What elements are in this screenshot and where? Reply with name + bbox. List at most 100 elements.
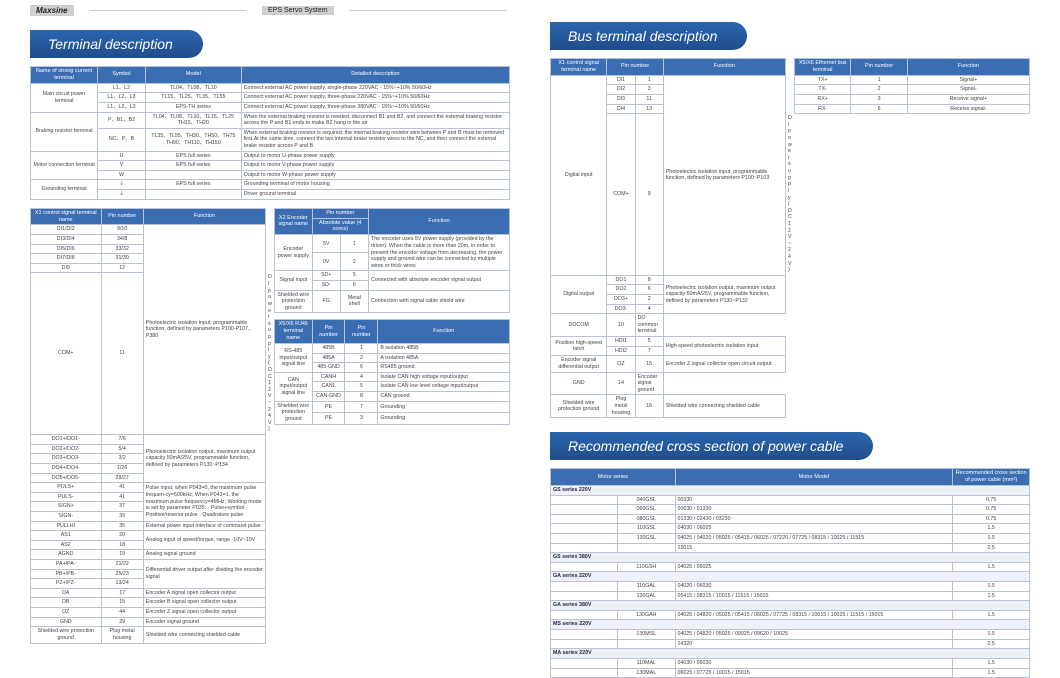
th: Function [907,59,1029,76]
cell: PZ+/PZ- [31,579,102,589]
th: Pin number [607,59,663,76]
cell [551,658,618,668]
cell: 41 [101,483,143,493]
cell: 04030 / 06025 [675,524,953,534]
cell: SIGN+ [31,502,102,512]
product-label: EPS Servo System [262,6,334,15]
cell: 25/23 [101,569,143,579]
cell: 1 [851,75,907,85]
cell: 00330 [675,495,953,505]
th: Recommended cross section of power cable… [953,469,1030,486]
cell: 040GSL [618,495,675,505]
cell: NC、P、B [98,128,146,151]
cell: DI2 [607,85,635,95]
cell: 33/32 [101,244,143,254]
cell: TL15、TL25、TL35、TL55 [145,93,241,103]
page-right: Bus terminal description X1 control sign… [530,0,1060,678]
cell: 04025 / 04820 / 05025 / 09025 / 09620 / … [675,630,953,640]
cell: Shielded wire connecting shielded cable [143,627,265,643]
cell: 1 [340,235,368,253]
cell: Output to motor W-phase power supply [241,170,509,180]
cell: GA series 380V [551,601,1030,611]
cell: Output to motor V-phase power supply [241,161,509,171]
cell: 1.5 [953,524,1030,534]
cell: Braking resistor terminal [31,112,98,151]
cell: SD+ [312,271,340,281]
cell: Position high-speed latch [551,337,607,356]
cell: 10 [607,314,635,337]
cell: 0.75 [953,514,1030,524]
cell [551,514,618,524]
th: Pin number [312,208,368,218]
cell: 3 [345,413,378,424]
cell: MS series 220V [551,620,1030,630]
cell: 130MAL [618,668,675,678]
th: X5/X6 Ethernet bus terminal [795,59,851,76]
cell: 8 [345,392,378,402]
cell: 110GAL [618,582,675,592]
cell: Encoder Z signal open collector output [143,608,265,618]
cell [551,505,618,515]
cell [551,524,618,534]
cell: 5 [345,382,378,392]
topbar: Maxsine EPS Servo System [30,0,510,20]
cell: 11 [101,273,143,435]
cell: 17 [101,588,143,598]
bus1-table: X1 control signal terminal name Pin numb… [550,58,786,418]
cell: 130GAL [618,591,675,601]
cell: RX+ [795,94,851,104]
cell: 1.5 [953,610,1030,620]
cell: TL04、TL08、TL10、TL15、TL25 TH15、TH20 [145,112,241,128]
cell: 05415 / 08315 / 10015 / 11515 / 15015 [675,591,953,601]
cell: GS series 220V [551,485,1030,495]
cell: 13 [635,104,663,114]
cross-table: Motor series Motor Model Recommended cro… [550,468,1030,678]
cell: PE [312,413,345,424]
cell: L1、L2、L3 [98,102,146,112]
cell: DI1/DI2 [31,225,102,235]
cell: Analog signal ground [143,550,265,560]
cell: 21/22 [101,560,143,570]
cell: Motor connection terminal [31,151,98,180]
strong-current-table: Name of strong current terminal Symbol M… [30,66,510,200]
cell: 6 [345,363,378,373]
cell: 04020 / 06030 [675,582,953,592]
section-title-terminal: Terminal description [30,30,203,58]
cell: PULS- [31,492,102,502]
cell: DO3+/DO3- [31,454,102,464]
cell: 28/27 [101,473,143,483]
th: Motor Model [675,469,953,486]
cell: 2 [345,353,378,363]
cell: DA [31,588,102,598]
cell [145,190,241,200]
cell: OZ [31,608,102,618]
cell: 130GAH [618,610,675,620]
th: Symbol [98,67,146,84]
x2-table: X2 Encoder signal name Pin number Functi… [274,208,510,314]
cell: 34/8 [101,235,143,245]
cell: Analog input of speed/torque, range -10V… [143,531,265,550]
cell: Grounding [378,401,510,412]
cell: L1、L2、L3 [98,93,146,103]
cell: The encoder uses 5V power supply (provid… [368,235,509,271]
cell: DO1 [607,275,635,285]
cell: Shielded wire protection ground [551,395,607,418]
cell: Digital output [551,275,607,313]
cell: Receive signal+ [907,94,1029,104]
cell: 485B [312,344,345,354]
cell: DO5+/DO5- [31,473,102,483]
cell: DO3- [607,304,635,314]
cell: ⏚ [98,190,146,200]
cell: B isolation 485B [378,344,510,354]
cell: SIGN- [31,511,102,521]
cell: GA series 220V [551,572,1030,582]
cell: AS2 [31,540,102,550]
cell: TX+ [795,75,851,85]
cell: When external braking resistor is requir… [241,128,509,151]
brand: Maxsine [30,5,74,16]
th: Model [145,67,241,84]
cell: 6 [340,280,368,290]
cell: DO1+/DO1- [31,435,102,445]
cell: 1.5 [953,533,1030,543]
cell: 1.5 [953,658,1030,668]
